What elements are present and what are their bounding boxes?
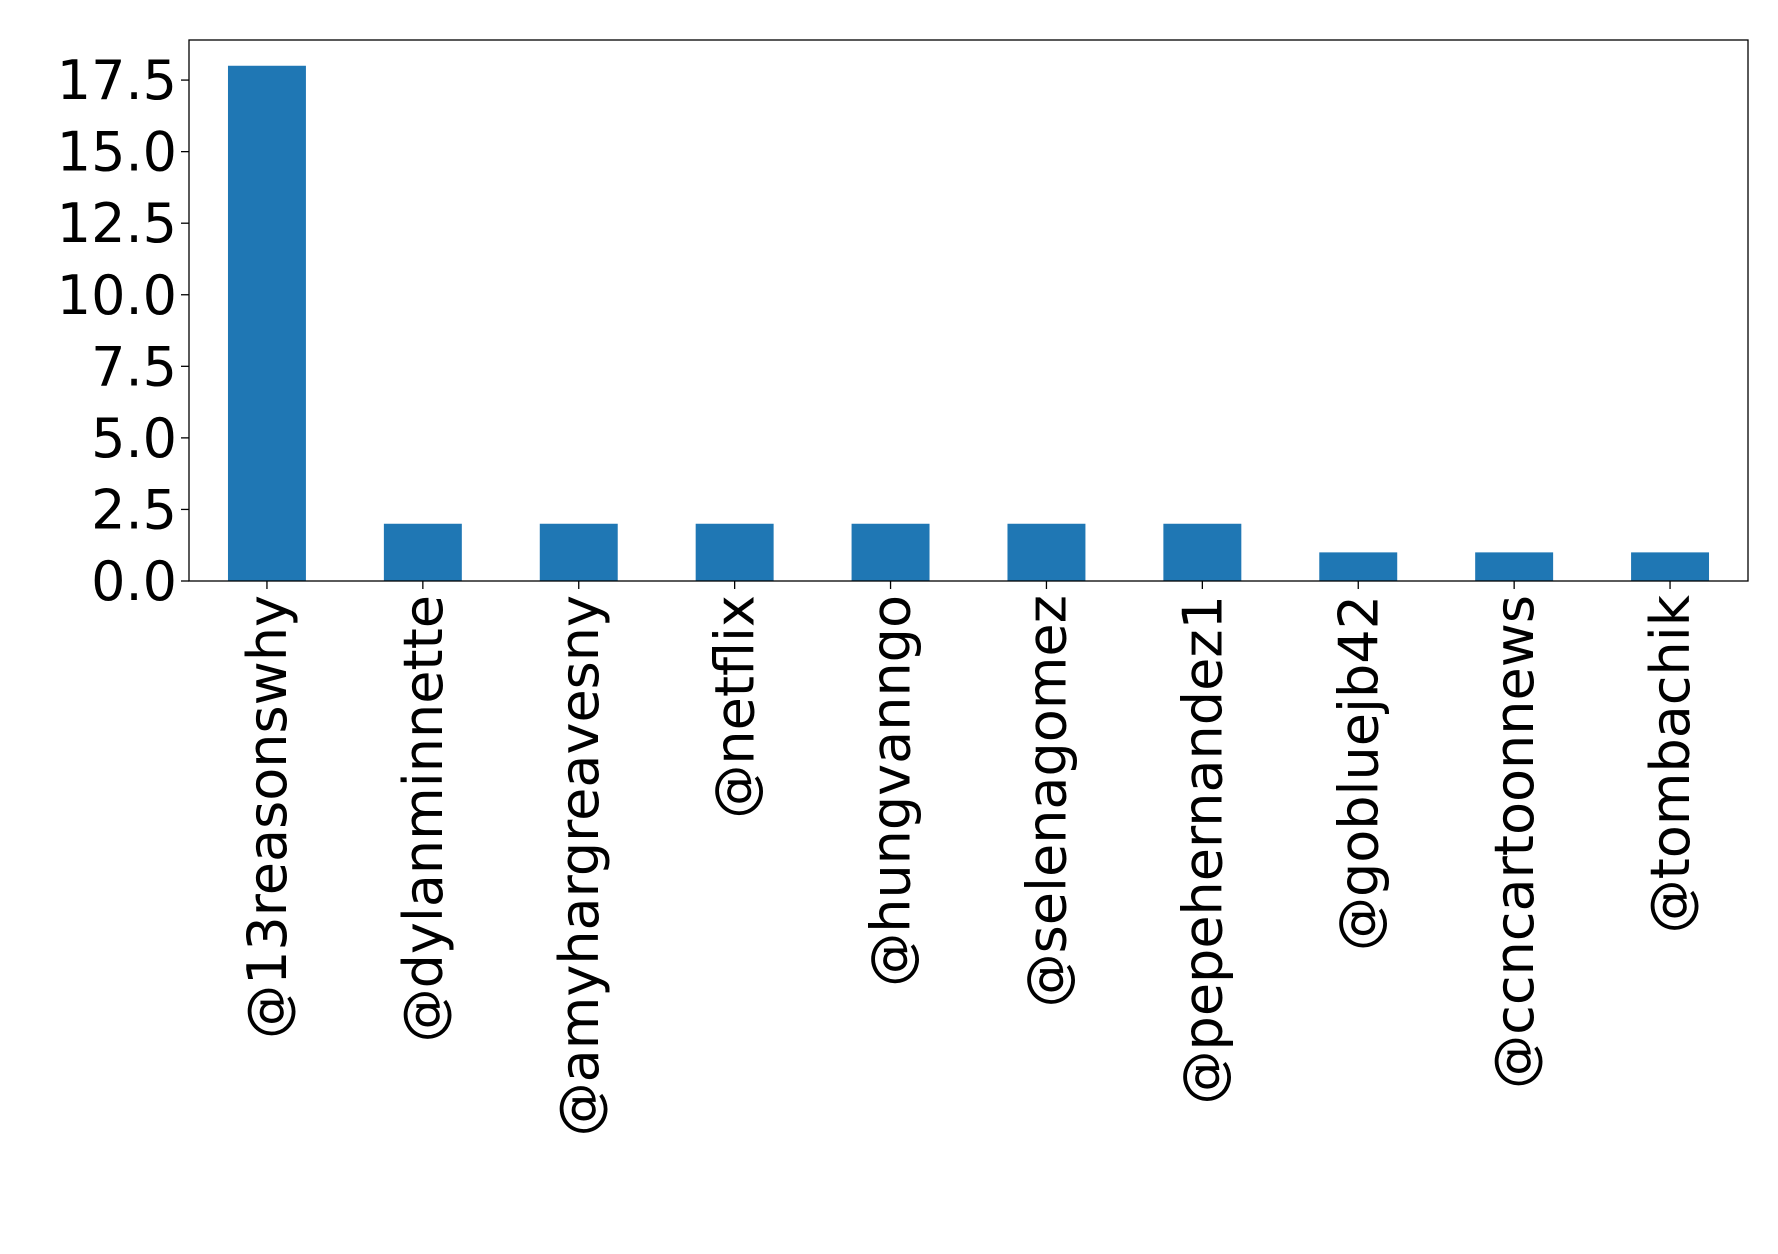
x-axis: @13reasonswhy @dylanminnette @amyhargreave… [236,581,1702,1136]
x-tick-label: @netflix [704,595,767,819]
y-tick-label: 10.0 [57,264,177,327]
x-tick-label: @amyhargreavesny [548,595,611,1136]
x-tick-label: @13reasonswhy [236,595,299,1039]
bar-ccncartoonnews [1475,552,1554,581]
axes-frame [188,39,1749,582]
bar-selenagomez [1007,523,1086,581]
y-tick-label: 2.5 [91,478,177,541]
bar-gobluejb42 [1319,552,1398,581]
bar-hungvanngo [851,523,930,581]
y-tick-label: 5.0 [91,407,177,470]
bar-13reasonswhy [227,65,306,581]
y-tick-label: 7.5 [91,335,177,398]
y-axis: 0.0 2.5 5.0 7.5 10.0 12.5 15.0 17.5 [57,49,189,613]
y-tick-label: 0.0 [91,550,177,613]
x-tick-label: @pepehernandez1 [1171,595,1234,1104]
x-tick-label: @dylanminnette [392,595,455,1042]
x-tick-label: @hungvanngo [860,595,923,987]
bar-pepehernandez1 [1163,523,1242,581]
y-tick-label: 17.5 [57,49,177,112]
bar-tombachik [1631,552,1710,581]
bar-netflix [695,523,774,581]
x-tick-label: @gobluejb42 [1327,595,1390,951]
bar-amyhargreavesny [539,523,618,581]
bar-dylanminnette [383,523,462,581]
x-tick-label: @tombachik [1639,594,1702,933]
bars [227,65,1710,581]
x-tick-label: @selenagomez [1015,595,1078,1007]
x-tick-label: @ccncartoonnews [1483,595,1546,1089]
y-tick-label: 12.5 [57,192,177,255]
y-tick-label: 15.0 [57,121,177,184]
